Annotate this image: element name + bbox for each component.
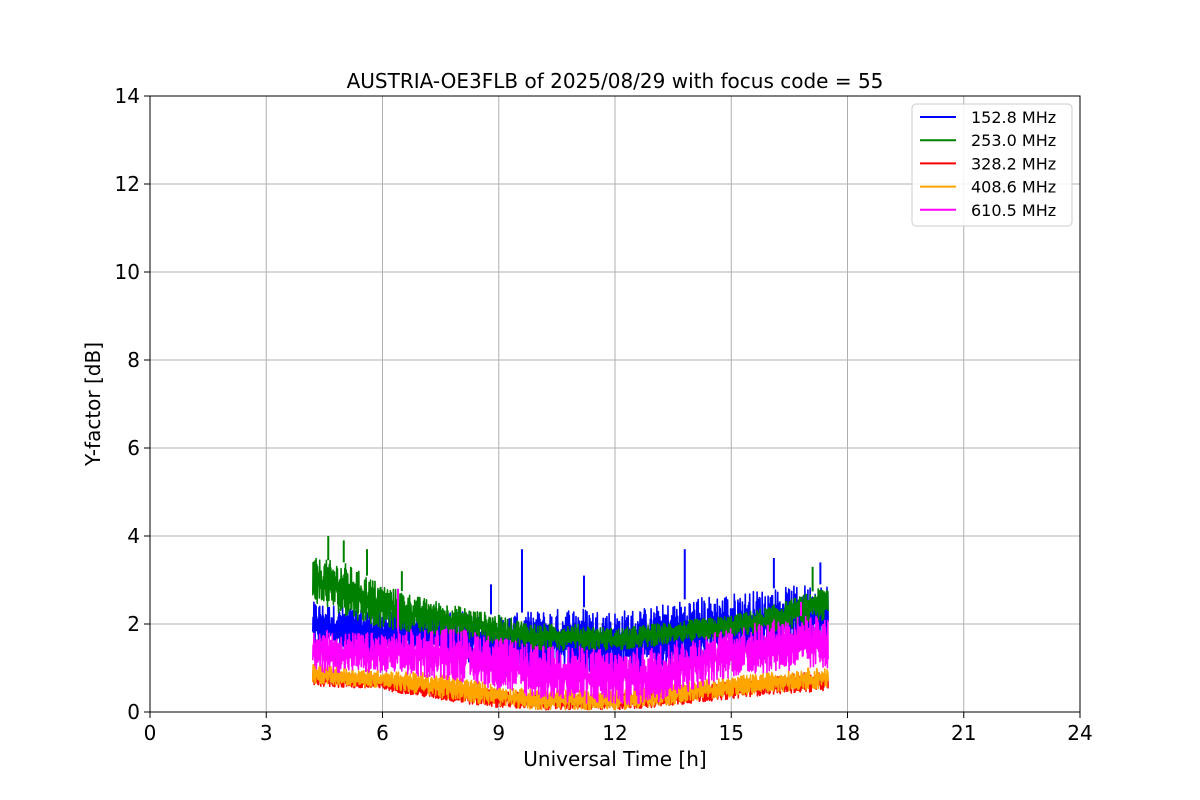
series-610-5-mhz — [312, 588, 829, 705]
x-tick-label: 9 — [492, 721, 505, 745]
legend-box — [911, 103, 1073, 227]
x-tick-label: 18 — [835, 721, 860, 745]
x-tick-label: 24 — [1067, 721, 1092, 745]
x-tick-label: 21 — [951, 721, 976, 745]
legend-label: 152.8 MHz — [971, 108, 1056, 127]
legend-label: 610.5 MHz — [971, 201, 1056, 220]
x-axis-label: Universal Time [h] — [523, 747, 706, 771]
series-trace — [312, 663, 829, 711]
y-tick-label: 10 — [115, 260, 140, 284]
y-tick-label: 12 — [115, 172, 140, 196]
y-tick-label: 14 — [115, 84, 140, 108]
series-408-6-mhz — [312, 663, 829, 711]
legend-label: 408.6 MHz — [971, 178, 1056, 197]
x-tick-label: 3 — [260, 721, 273, 745]
y-tick-label: 2 — [127, 612, 140, 636]
series-trace — [312, 615, 829, 705]
x-tick-label: 6 — [376, 721, 389, 745]
legend-label: 253.0 MHz — [971, 131, 1056, 150]
legend-label: 328.2 MHz — [971, 154, 1056, 173]
y-tick-label: 8 — [127, 348, 140, 372]
y-tick-label: 0 — [127, 700, 140, 724]
y-tick-label: 6 — [127, 436, 140, 460]
y-axis-label: Y-factor [dB] — [81, 342, 105, 467]
x-tick-label: 12 — [602, 721, 627, 745]
y-tick-label: 4 — [127, 524, 140, 548]
x-tick-label: 0 — [144, 721, 157, 745]
series-layer — [312, 536, 829, 711]
x-tick-label: 15 — [719, 721, 744, 745]
legend: 152.8 MHz 253.0 MHz 328.2 MHz 408.6 MHz 610.… — [911, 103, 1073, 227]
chart-title: AUSTRIA-OE3FLB of 2025/08/29 with focus … — [347, 69, 884, 93]
